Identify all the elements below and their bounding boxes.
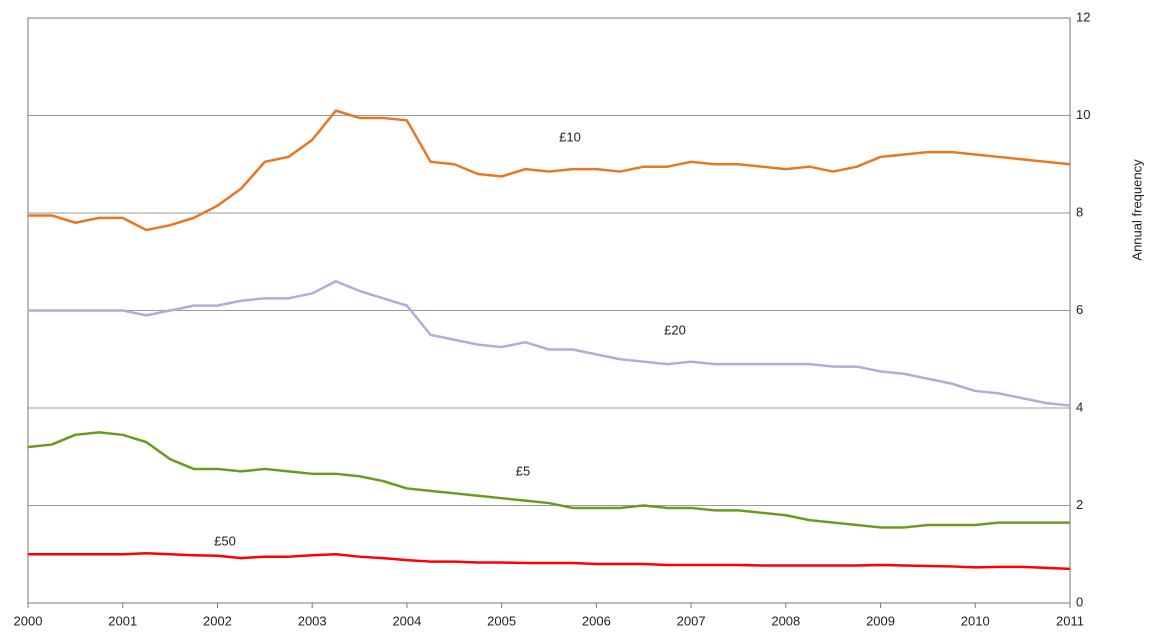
y-tick-label: 2	[1076, 497, 1083, 512]
series-label: £50	[214, 533, 236, 548]
x-tick-label: 2006	[582, 613, 611, 628]
x-tick-label: 2002	[203, 613, 232, 628]
x-tick-label: 2009	[866, 613, 895, 628]
x-tick-label: 2004	[392, 613, 421, 628]
y-axis-label: Annual frequency	[1129, 159, 1144, 261]
x-tick-label: 2000	[14, 613, 43, 628]
x-tick-label: 2011	[1056, 613, 1084, 628]
x-tick-label: 2007	[677, 613, 706, 628]
y-tick-label: 10	[1076, 107, 1090, 122]
x-tick-label: 2005	[487, 613, 516, 628]
y-tick-label: 0	[1076, 594, 1083, 609]
series-line	[28, 109, 1071, 232]
series-label: £20	[664, 322, 686, 337]
y-tick-label: 12	[1076, 9, 1090, 24]
x-tick-label: 2001	[108, 613, 137, 628]
series-line	[28, 280, 1071, 407]
x-tick-label: 2010	[961, 613, 990, 628]
x-tick-label: 2003	[298, 613, 327, 628]
series-line	[28, 552, 1071, 571]
series-line	[27, 431, 1070, 529]
y-tick-label: 8	[1076, 204, 1083, 219]
series-label: £5	[516, 463, 530, 478]
series-label: £10	[559, 129, 581, 144]
y-tick-label: 4	[1076, 399, 1083, 414]
x-tick-label: 2008	[771, 613, 800, 628]
y-tick-label: 6	[1076, 302, 1083, 317]
